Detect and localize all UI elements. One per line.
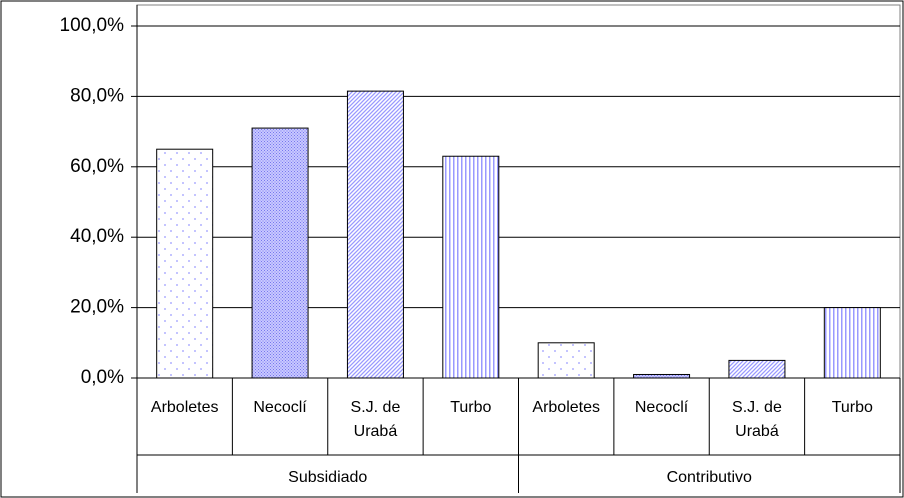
bar — [156, 148, 214, 379]
x-tick-label: Turbo — [831, 399, 873, 416]
x-tick-label: S.J. de Urabá — [732, 399, 782, 440]
x-tick-label: Turbo — [450, 399, 492, 416]
y-tick-label: 40,0% — [70, 226, 124, 247]
bar — [346, 90, 404, 379]
group-label: Subsidiado — [288, 469, 368, 486]
group-label: Contributivo — [666, 469, 752, 486]
bar — [823, 307, 881, 379]
y-tick-label: 60,0% — [70, 156, 124, 177]
bar — [251, 127, 309, 379]
x-tick-label: Necoclí — [253, 399, 307, 416]
y-tick-label: 80,0% — [70, 85, 124, 106]
x-tick-label: Necoclí — [634, 399, 689, 416]
y-tick-label: 20,0% — [70, 297, 124, 318]
bar — [537, 342, 595, 379]
bar — [633, 373, 691, 379]
x-tick-label: S.J. de Urabá — [350, 399, 401, 440]
x-tick-label: Arboletes — [150, 399, 219, 416]
x-tick-label: Arboletes — [532, 399, 600, 416]
plot-frame — [136, 4, 901, 379]
bar — [728, 359, 786, 379]
y-tick-label: 0,0% — [81, 367, 124, 388]
bar — [442, 155, 500, 379]
y-tick-label: 100,0% — [60, 15, 125, 36]
